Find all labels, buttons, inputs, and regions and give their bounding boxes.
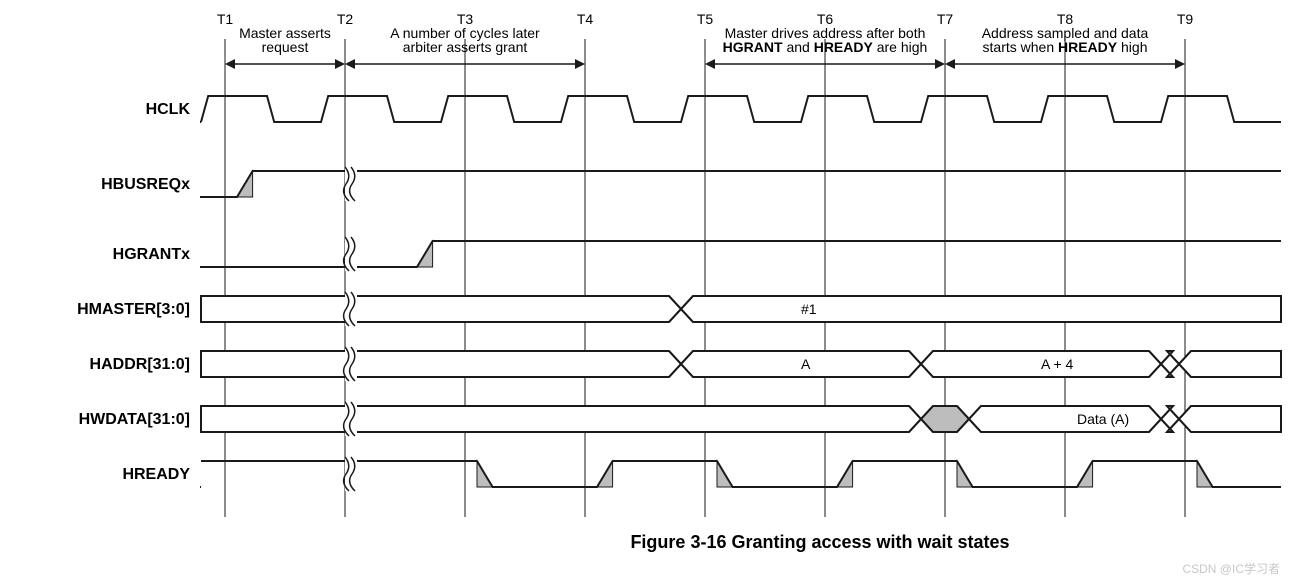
signal-label: HREADY [122,466,190,483]
signal-label: HWDATA[31:0] [79,411,190,428]
arrowhead [945,59,955,69]
watermark: CSDN @IC学习者 [1182,561,1280,576]
HGRANTx-wave [201,241,1281,267]
arrowhead [1175,59,1185,69]
annot-text: HGRANT and HREADY are high [723,39,928,55]
bus-value: A + 4 [1041,356,1074,372]
bus-cell [969,406,1161,432]
annot-text: starts when HREADY high [983,39,1148,55]
tick-label-T4: T4 [577,11,594,27]
arrowhead [225,59,235,69]
annot-text: request [262,39,309,55]
signal-label: HADDR[31:0] [90,356,190,373]
arrowhead [575,59,585,69]
signal-label: HBUSREQx [101,176,190,193]
arrowhead [935,59,945,69]
bus-cell [1179,406,1281,432]
signal-label: HCLK [146,101,191,118]
signal-label: HMASTER[3:0] [77,301,190,318]
bus-value: #1 [801,301,817,317]
tick-label-T5: T5 [697,11,714,27]
bus-cell [201,351,681,377]
bus-cell [201,406,921,432]
tick-label-T2: T2 [337,11,354,27]
bus-value: A [801,356,811,372]
bus-cell [681,296,1281,322]
annot-text: arbiter asserts grant [403,39,528,55]
bus-cell [1179,351,1281,377]
arrowhead [345,59,355,69]
hclk-wave [201,96,1281,122]
figure-caption: Figure 3-16 Granting access with wait st… [630,532,1009,552]
HREADY-wave [201,461,1281,487]
bus-cell [201,296,681,322]
tick-label-T9: T9 [1177,11,1194,27]
arrowhead [705,59,715,69]
tick-label-T1: T1 [217,11,234,27]
arrowhead [335,59,345,69]
tick-label-T7: T7 [937,11,954,27]
signal-label: HGRANTx [113,246,190,263]
bus-value: Data (A) [1077,411,1129,427]
HBUSREQx-wave [201,171,1281,197]
